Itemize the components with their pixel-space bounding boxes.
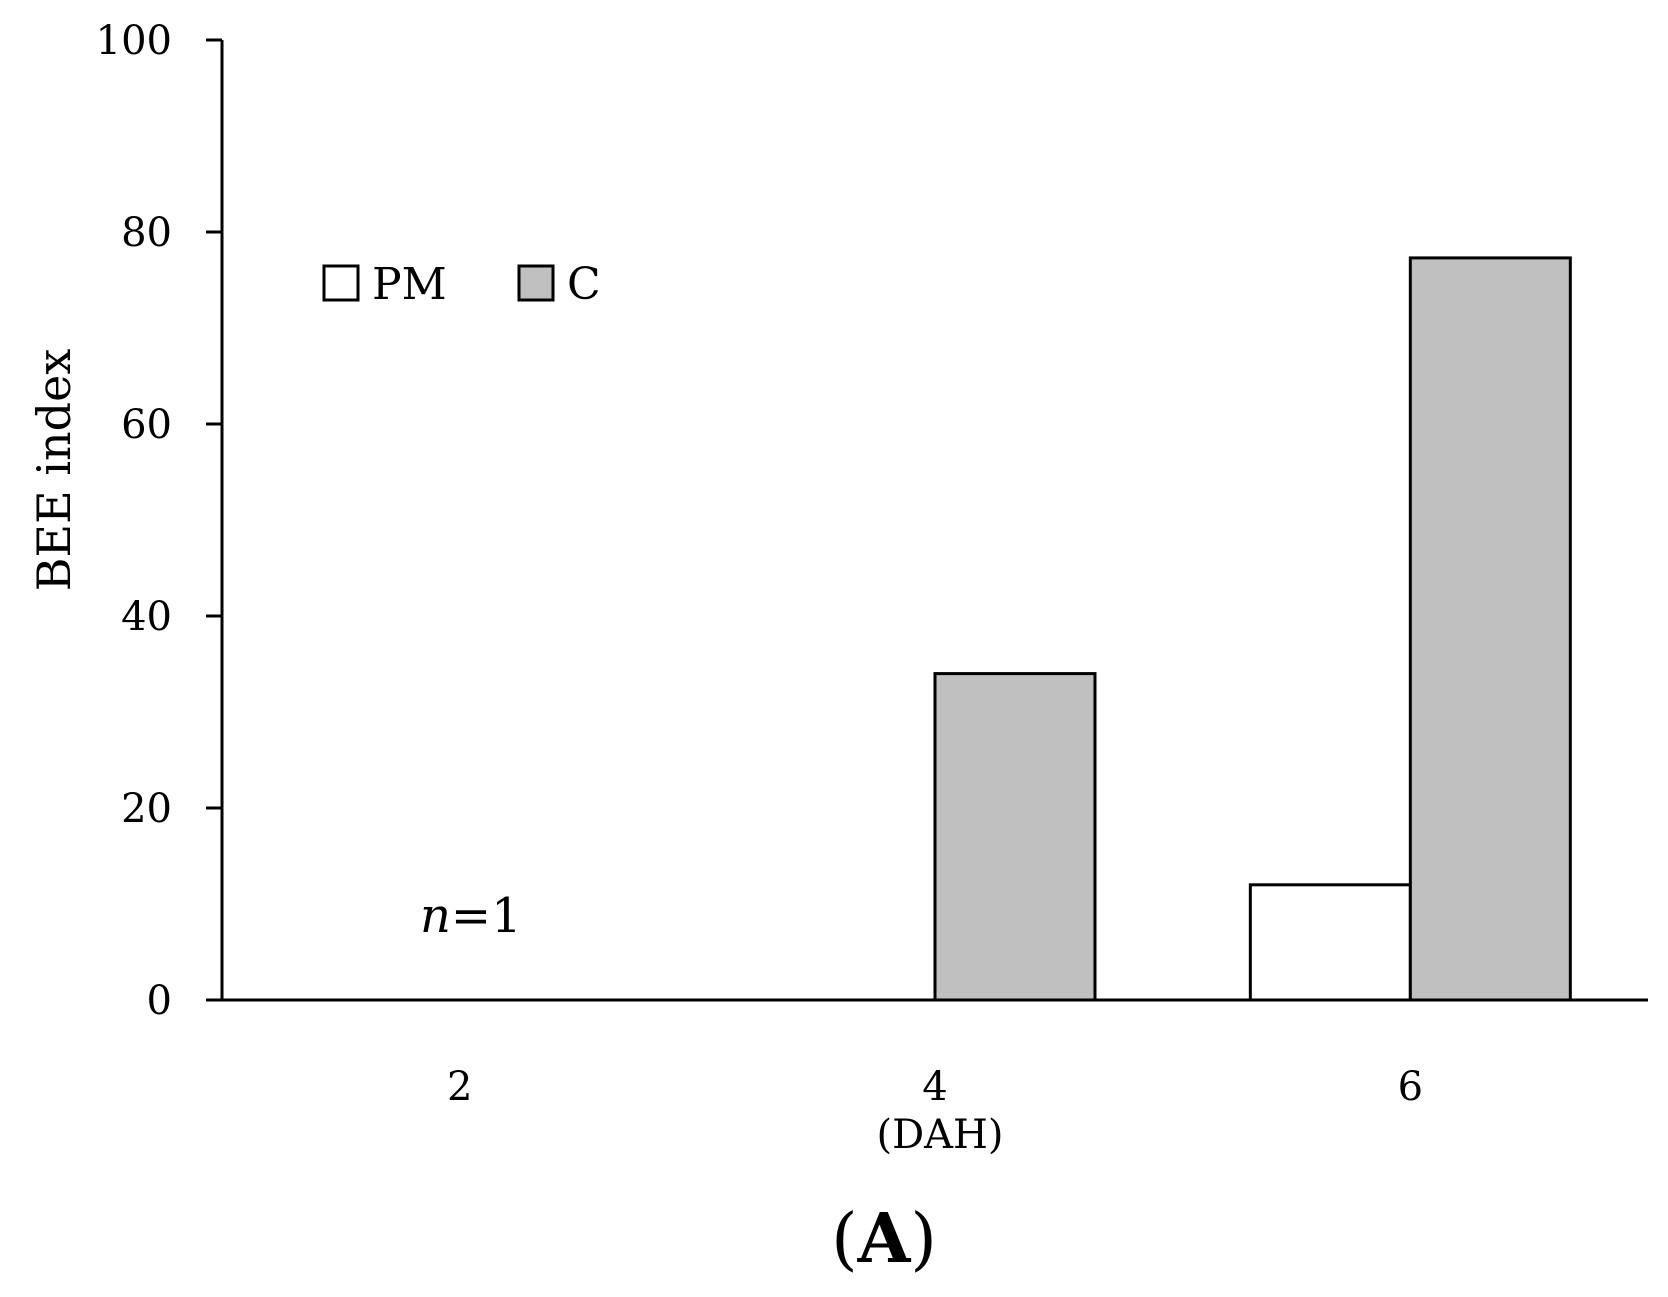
bars — [933, 256, 1572, 1002]
legend-label-c: C — [567, 259, 601, 310]
legend-swatch-pm — [322, 264, 360, 302]
bar-pm-6 — [1248, 883, 1412, 1002]
x-ticks: 2 4 6 — [447, 1064, 1423, 1110]
bar-c-6 — [1408, 256, 1572, 1002]
y-axis-title: BEE index — [27, 349, 81, 592]
panel-label: (A) — [831, 1199, 937, 1279]
y-tick-label: 0 — [147, 978, 172, 1024]
x-tick-label: 4 — [922, 1064, 947, 1110]
x-axis-title: (DAH) — [876, 1112, 1003, 1158]
panel-label-close: ) — [910, 1200, 937, 1279]
legend-swatch-c — [517, 264, 555, 302]
x-tick-label: 2 — [447, 1064, 472, 1110]
annotation-value: =1 — [451, 888, 522, 944]
bar-c-4 — [933, 672, 1097, 1002]
y-ticks: 0 20 40 60 80 100 — [96, 18, 222, 1024]
legend-label-pm: PM — [372, 259, 447, 310]
legend: PM C — [322, 259, 601, 310]
y-tick-label: 20 — [121, 786, 172, 832]
panel-label-letter: A — [857, 1199, 912, 1279]
y-tick-label: 80 — [121, 210, 172, 256]
axes — [220, 40, 1648, 1002]
y-tick-label: 40 — [121, 594, 172, 640]
sample-size-annotation: n=1 — [420, 888, 522, 944]
x-tick-label: 6 — [1398, 1064, 1423, 1110]
y-tick-label: 60 — [121, 402, 172, 448]
y-tick-label: 100 — [96, 18, 172, 64]
annotation-n: n — [420, 888, 451, 944]
panel-label-open: ( — [831, 1200, 858, 1279]
